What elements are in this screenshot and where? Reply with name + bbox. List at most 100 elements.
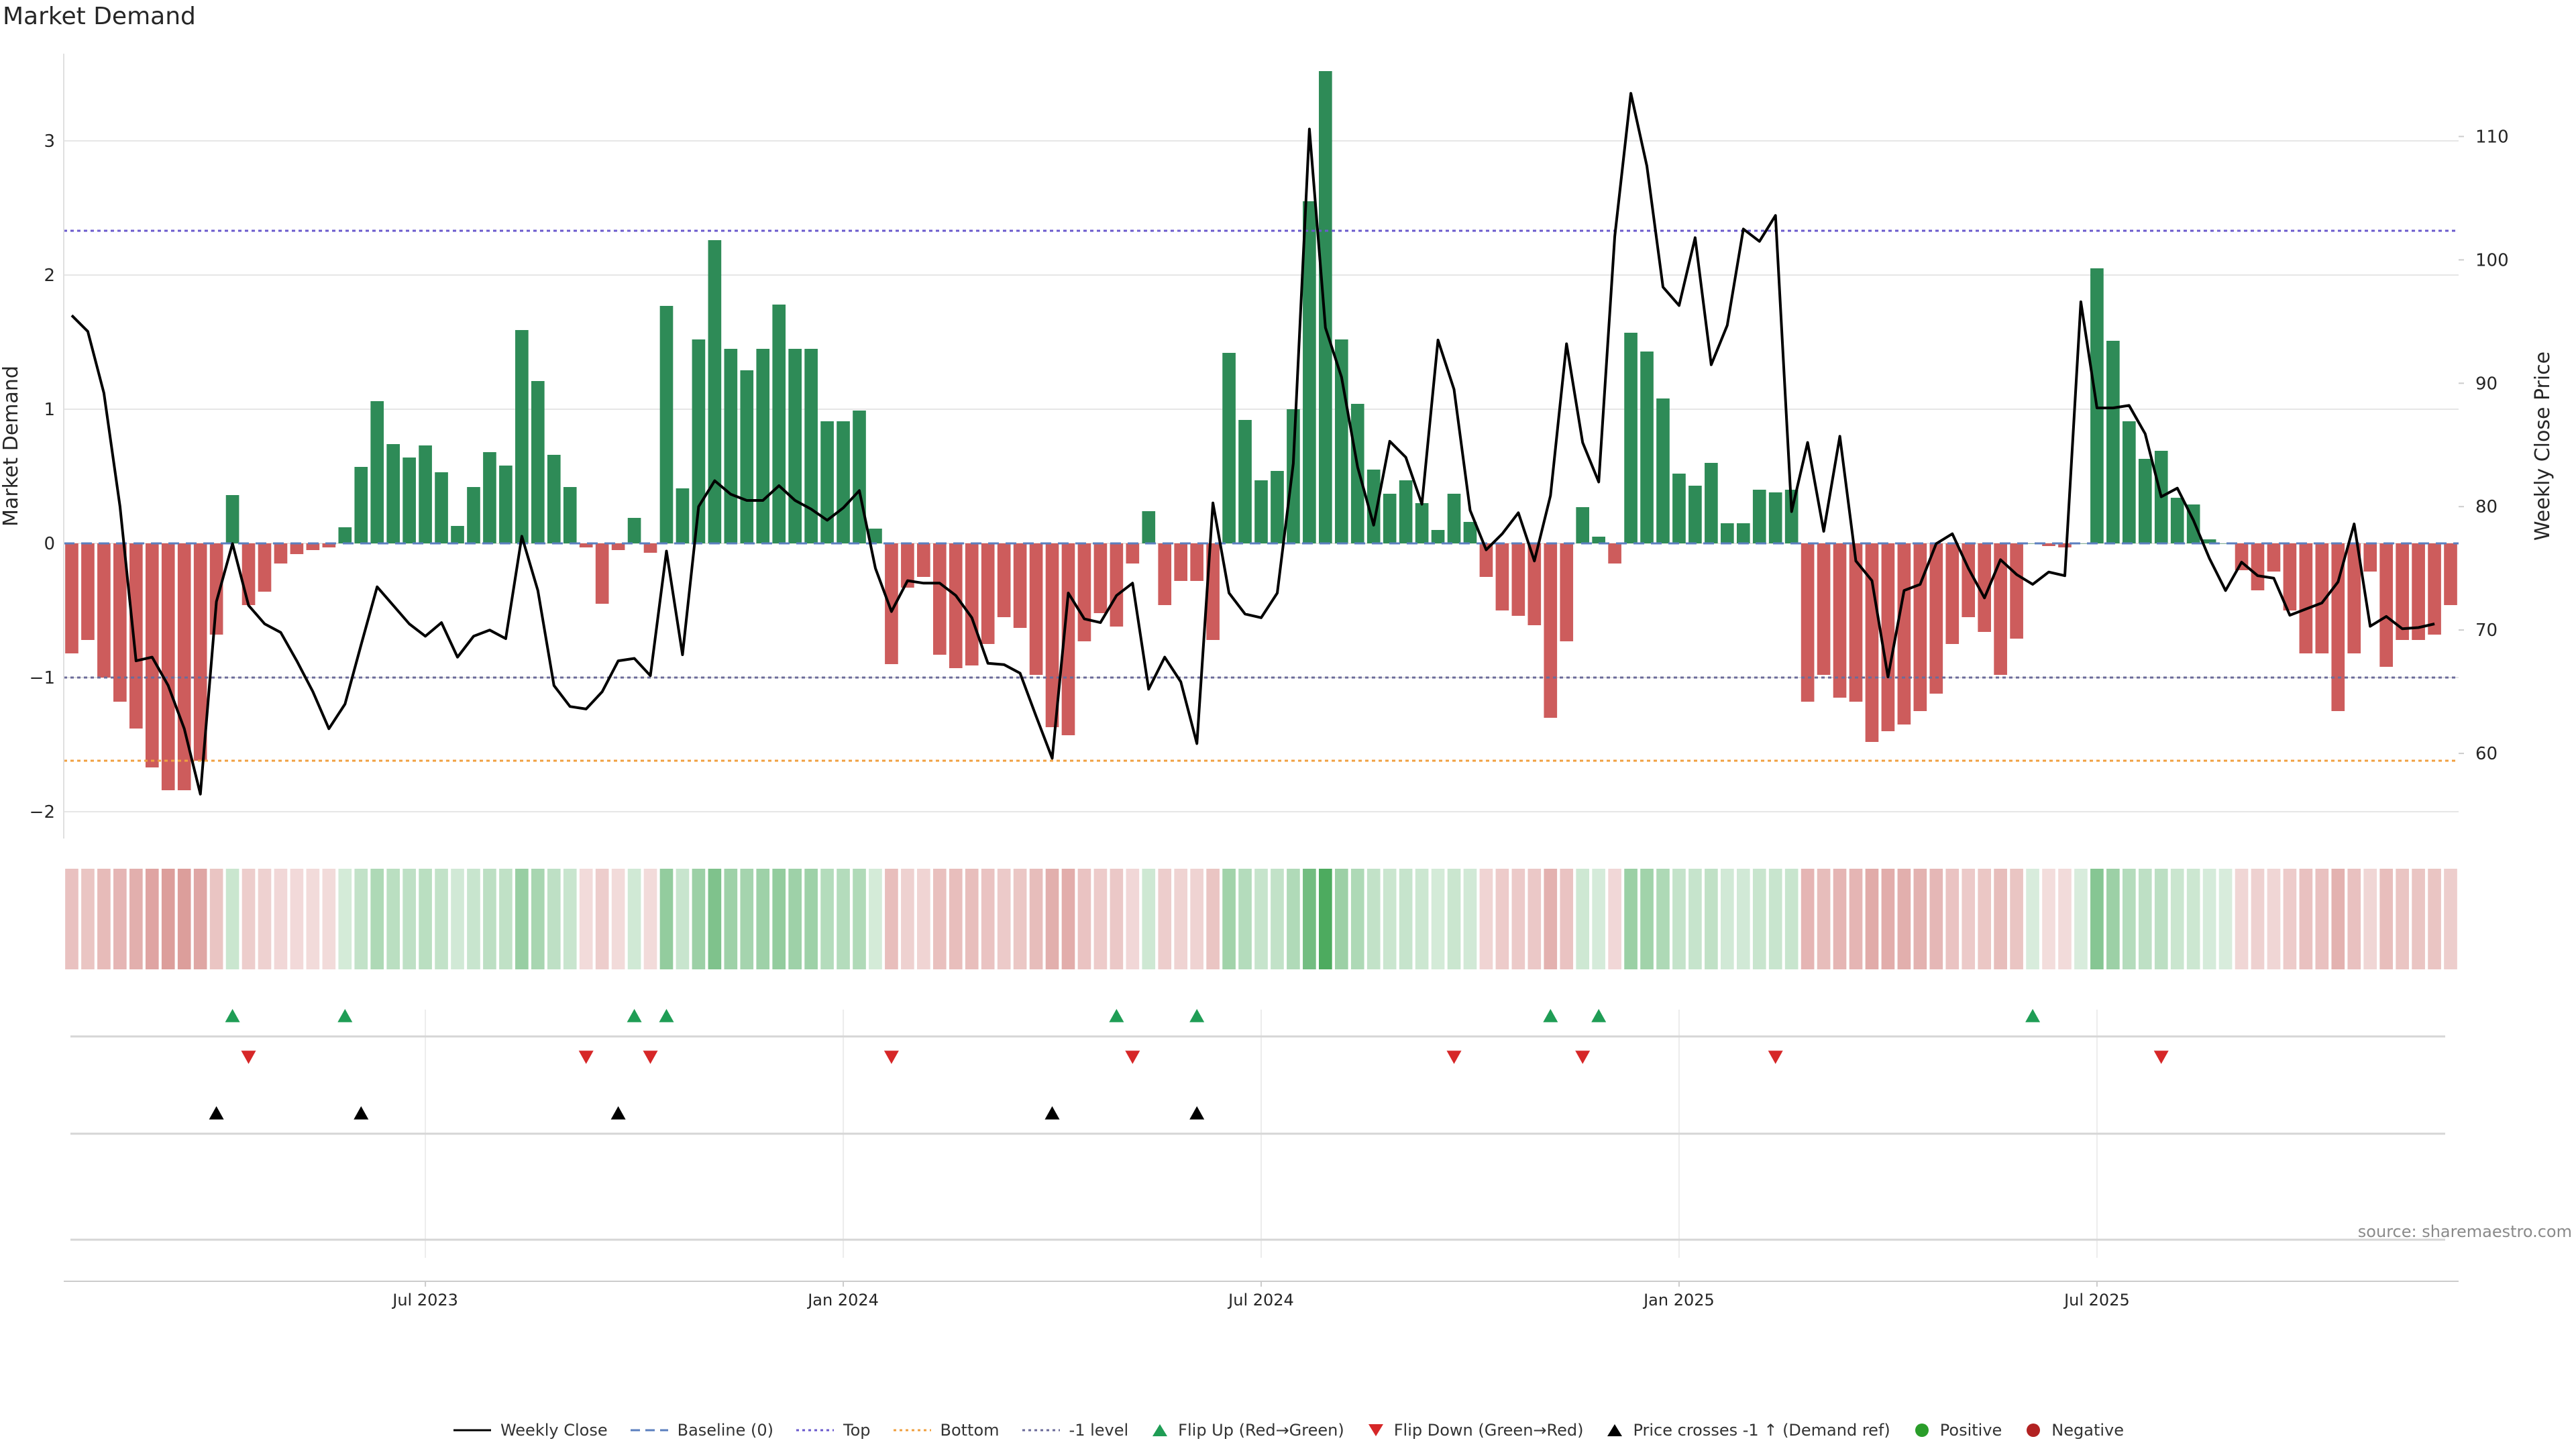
- demand-bar: [1495, 543, 1509, 610]
- demand-bar: [1366, 470, 1381, 543]
- demand-bar: [2315, 543, 2329, 653]
- demand-bar: [2379, 543, 2394, 667]
- heat-cell: [1158, 869, 1172, 969]
- flip-up-marker: [2025, 1009, 2041, 1022]
- demand-bar: [1560, 543, 1574, 641]
- demand-bar: [1817, 543, 1831, 675]
- demand-bar: [1399, 480, 1413, 543]
- demand-bar: [338, 527, 352, 543]
- heat-cell: [1126, 869, 1140, 969]
- heat-cell: [1705, 869, 1718, 969]
- demand-bar: [1801, 543, 1815, 702]
- heat-cell: [1093, 869, 1108, 969]
- legend-item-flip-down: Flip Down (Green→Red): [1366, 1421, 1583, 1440]
- legend-item-minus1: -1 level: [1021, 1421, 1128, 1440]
- heat-cell: [2412, 869, 2425, 969]
- heat-cell: [2074, 869, 2088, 969]
- demand-bar: [885, 543, 898, 664]
- chart-title: Market Demand: [3, 3, 196, 30]
- heat-cell: [997, 869, 1011, 969]
- demand-bar: [2106, 341, 2120, 543]
- demand-bar: [756, 349, 770, 543]
- demand-bar: [1511, 543, 1525, 616]
- heat-cell: [290, 869, 304, 969]
- heat-cell: [2186, 869, 2200, 969]
- legend-swatch-negative: [2027, 1424, 2041, 1437]
- heat-cell: [1334, 869, 1348, 969]
- demand-bar: [932, 543, 947, 655]
- legend-swatch-bottom: [893, 1429, 931, 1432]
- demand-bar: [1415, 503, 1429, 543]
- flip-down-marker: [643, 1051, 658, 1064]
- heat-cell: [1271, 869, 1284, 969]
- flip-down-marker: [1125, 1051, 1140, 1064]
- demand-bar: [627, 518, 641, 543]
- demand-bar: [869, 529, 882, 543]
- heat-cell: [467, 869, 480, 969]
- demand-bar: [1768, 492, 1782, 543]
- demand-bar: [2202, 539, 2216, 543]
- heat-cell: [1527, 869, 1542, 969]
- heat-cell: [1768, 869, 1782, 969]
- heat-cell: [129, 869, 143, 969]
- demand-bar: [1463, 522, 1477, 543]
- demand-bar: [1174, 543, 1188, 581]
- demand-bar: [1945, 543, 1960, 644]
- demand-bar: [81, 543, 95, 640]
- heat-cell: [2026, 869, 2039, 969]
- demand-bar: [1736, 523, 1750, 543]
- demand-bar: [161, 543, 175, 790]
- price-cross-marker: [610, 1106, 626, 1120]
- demand-bar: [1303, 201, 1316, 543]
- legend-swatch-positive: [1915, 1424, 1929, 1437]
- heat-cell: [483, 869, 496, 969]
- demand-bar: [467, 487, 480, 543]
- demand-bar: [1544, 543, 1558, 718]
- heat-cell: [1672, 869, 1686, 969]
- heat-cell: [2299, 869, 2313, 969]
- heat-cell: [1366, 869, 1381, 969]
- heat-cell: [225, 869, 239, 969]
- heat-cell: [837, 869, 850, 969]
- demand-bar: [724, 349, 738, 543]
- weekly-close-line: [70, 92, 2435, 796]
- demand-bar: [1190, 543, 1203, 581]
- heat-cell: [1142, 869, 1156, 969]
- heat-cell: [1721, 869, 1734, 969]
- demand-bar: [2058, 543, 2072, 547]
- legend-label-baseline: Baseline (0): [677, 1421, 773, 1440]
- heat-cell: [949, 869, 963, 969]
- price-cross-marker: [354, 1106, 369, 1120]
- heat-cell: [885, 869, 898, 969]
- demand-bar: [113, 543, 127, 702]
- flip-up-marker: [225, 1009, 240, 1022]
- left-tick-label: −1: [30, 668, 55, 688]
- heat-cell: [1303, 869, 1316, 969]
- demand-bar: [241, 543, 256, 605]
- demand-bar: [901, 543, 914, 588]
- heat-cell: [386, 869, 400, 969]
- demand-bar: [1158, 543, 1172, 605]
- heat-cell: [2010, 869, 2023, 969]
- demand-bar: [515, 330, 529, 543]
- flip-down-marker: [1446, 1051, 1462, 1064]
- demand-bar: [965, 543, 979, 665]
- heat-cell: [788, 869, 802, 969]
- heat-cell: [1238, 869, 1252, 969]
- axes: 3 2 1 0 −1 −2 110 100 90 80 70 60 Market Demand Weekl…: [0, 54, 2555, 839]
- right-tick-label: 70: [2475, 621, 2498, 641]
- demand-bar: [949, 543, 963, 668]
- heat-cell: [2444, 869, 2457, 969]
- heat-cell: [209, 869, 223, 969]
- demand-bar: [1672, 474, 1686, 543]
- heat-cell: [2267, 869, 2281, 969]
- demand-bar: [708, 240, 722, 543]
- demand-bar: [1077, 543, 1091, 641]
- heat-cell: [2042, 869, 2055, 969]
- left-axis-label: Market Demand: [0, 366, 23, 527]
- demand-bar: [1624, 333, 1638, 543]
- heat-cell: [1319, 869, 1332, 969]
- reference-lines: [64, 229, 2459, 762]
- demand-bar: [1061, 543, 1075, 735]
- demand-bar: [419, 445, 432, 543]
